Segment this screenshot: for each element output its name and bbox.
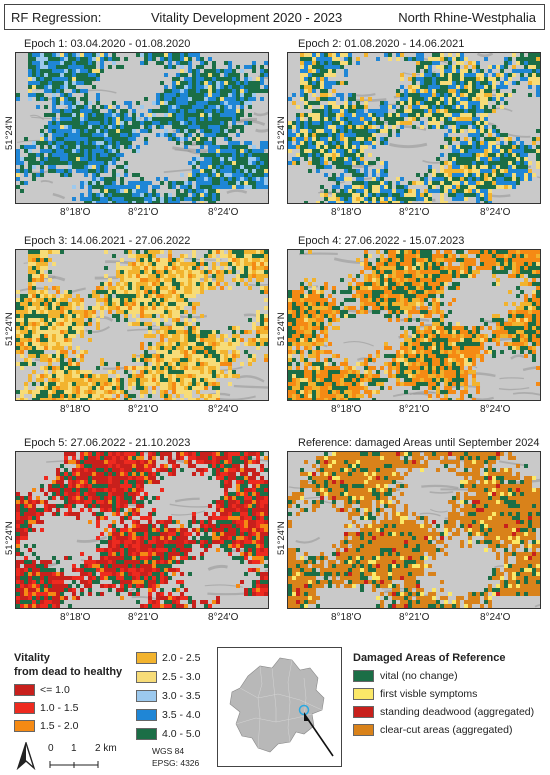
legend-label: standing deadwood (aggregated): [380, 706, 535, 718]
panel-title-epoch-3: Epoch 3: 14.06.2021 - 27.06.2022: [24, 235, 191, 247]
header-method: RF Regression:: [11, 10, 102, 25]
map-epoch-5: [15, 451, 269, 609]
lon-label: 8°21'O: [128, 612, 159, 623]
panel-title-reference: Reference: damaged Areas until September…: [298, 437, 540, 449]
panel-title-epoch-2: Epoch 2: 01.08.2020 - 14.06.2021: [298, 38, 465, 50]
lon-label: 8°21'O: [128, 404, 159, 415]
header-title: Vitality Development 2020 - 2023: [151, 10, 343, 25]
legend-swatch-1-1.5: [14, 702, 35, 714]
lon-label: 8°24'O: [208, 612, 239, 623]
panel-title-epoch-4: Epoch 4: 27.06.2022 - 15.07.2023: [298, 235, 465, 247]
lon-label: 8°18'O: [331, 612, 362, 623]
legend-swatch-standing-deadwood: [353, 706, 374, 718]
legend-label: <= 1.0: [40, 684, 70, 696]
lon-label: 8°18'O: [60, 404, 91, 415]
header-region: North Rhine-Westphalia: [398, 10, 536, 25]
legend-swatch-first-symptoms: [353, 688, 374, 700]
figure-header: RF Regression: Vitality Development 2020…: [4, 4, 545, 30]
legend-swatch-le-1: [14, 684, 35, 696]
scale-tick-2: 2 km: [95, 743, 117, 754]
legend-label: clear-cut areas (aggregated): [380, 724, 513, 736]
nrw-outline: [229, 657, 325, 753]
lat-label: 51°24'N: [276, 521, 287, 555]
lon-label: 8°21'O: [399, 612, 430, 623]
lon-label: 8°24'O: [208, 207, 239, 218]
locator-map: [217, 647, 342, 767]
north-arrow-icon: [16, 740, 36, 771]
legend-swatch-4-5: [136, 728, 157, 740]
map-epoch-2: [287, 52, 541, 204]
scale-tick-1: 1: [71, 743, 77, 754]
vitality-legend-title: Vitality: [14, 652, 50, 664]
scale-tick-0: 0: [48, 743, 54, 754]
lon-label: 8°24'O: [208, 404, 239, 415]
lon-label: 8°21'O: [128, 207, 159, 218]
lon-label: 8°18'O: [60, 207, 91, 218]
lon-label: 8°21'O: [399, 404, 430, 415]
panel-title-epoch-1: Epoch 1: 03.04.2020 - 01.08.2020: [24, 38, 191, 50]
lon-label: 8°24'O: [480, 404, 511, 415]
damaged-legend-title: Damaged Areas of Reference: [353, 652, 506, 664]
lon-label: 8°18'O: [60, 612, 91, 623]
crs-label: WGS 84: [152, 746, 185, 756]
panel-title-epoch-5: Epoch 5: 27.06.2022 - 21.10.2023: [24, 437, 191, 449]
legend-label: 2.0 - 2.5: [162, 652, 201, 664]
legend-label: 2.5 - 3.0: [162, 671, 201, 683]
legend-label: 1.5 - 2.0: [40, 720, 79, 732]
scale-bar-labels: 0 1 2 km: [48, 743, 117, 755]
legend-label: 4.0 - 5.0: [162, 728, 201, 740]
pointer-arrow-icon: [306, 717, 334, 757]
map-epoch-1: [15, 52, 269, 204]
crs-code: EPSG: 4326: [152, 758, 200, 768]
legend-swatch-clear-cut: [353, 724, 374, 736]
lon-label: 8°18'O: [331, 404, 362, 415]
lat-label: 51°24'N: [276, 312, 287, 346]
legend-label: first visble symptoms: [380, 688, 478, 700]
map-reference: [287, 451, 541, 609]
scale-bar: [48, 757, 112, 768]
legend-swatch-vital: [353, 670, 374, 682]
lon-label: 8°24'O: [480, 612, 511, 623]
legend-swatch-2.5-3: [136, 671, 157, 683]
legend-label: 3.0 - 3.5: [162, 690, 201, 702]
legend-label: 1.0 - 1.5: [40, 702, 79, 714]
legend-label: vital (no change): [380, 670, 458, 682]
lon-label: 8°21'O: [399, 207, 430, 218]
lat-label: 51°24'N: [4, 521, 15, 555]
lat-label: 51°24'N: [4, 116, 15, 150]
lon-label: 8°24'O: [480, 207, 511, 218]
lat-label: 51°24'N: [276, 116, 287, 150]
legend-swatch-3-3.5: [136, 690, 157, 702]
legend-label: 3.5 - 4.0: [162, 709, 201, 721]
legend-swatch-2-2.5: [136, 652, 157, 664]
legend-swatch-1.5-2: [14, 720, 35, 732]
lon-label: 8°18'O: [331, 207, 362, 218]
map-epoch-4: [287, 249, 541, 401]
vitality-legend-subtitle: from dead to healthy: [14, 666, 123, 678]
lat-label: 51°24'N: [4, 312, 15, 346]
map-epoch-3: [15, 249, 269, 401]
legend-swatch-3.5-4: [136, 709, 157, 721]
